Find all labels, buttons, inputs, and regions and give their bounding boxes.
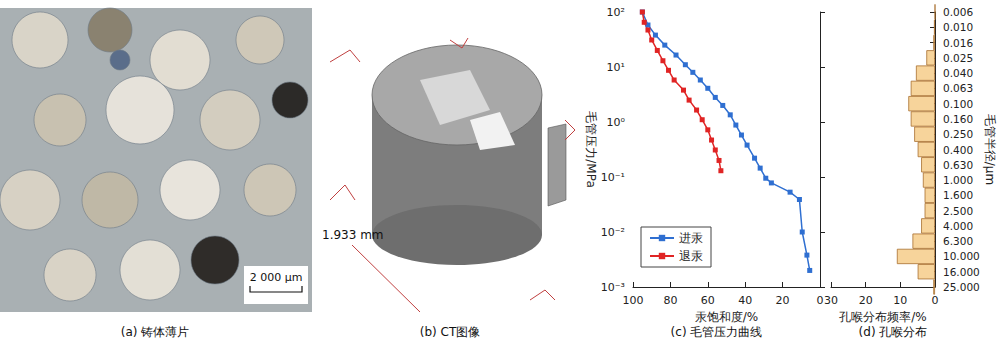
svg-text:毛管压力/MPa: 毛管压力/MPa xyxy=(584,111,598,187)
svg-text:(b) CT图像: (b) CT图像 xyxy=(420,325,481,339)
svg-text:100: 100 xyxy=(623,294,644,307)
svg-text:0.100: 0.100 xyxy=(943,98,973,110)
svg-text:0.400: 0.400 xyxy=(943,144,973,156)
svg-text:80: 80 xyxy=(663,294,677,307)
svg-text:10⁰: 10⁰ xyxy=(607,116,626,129)
svg-text:10²: 10² xyxy=(607,6,625,19)
svg-text:(a) 铸体薄片: (a) 铸体薄片 xyxy=(121,325,190,339)
svg-text:0: 0 xyxy=(817,294,824,307)
svg-text:0.160: 0.160 xyxy=(943,113,973,125)
svg-text:10⁻¹: 10⁻¹ xyxy=(601,171,625,184)
svg-text:10¹: 10¹ xyxy=(607,61,625,74)
svg-text:汞饱和度/%: 汞饱和度/% xyxy=(695,310,758,324)
svg-text:1.933 mm: 1.933 mm xyxy=(322,228,384,242)
svg-text:20: 20 xyxy=(776,294,790,307)
svg-text:毛管半径/μm: 毛管半径/μm xyxy=(983,114,997,185)
svg-text:20: 20 xyxy=(859,294,873,307)
svg-text:0.063: 0.063 xyxy=(943,82,973,94)
svg-text:(d) 孔喉分布: (d) 孔喉分布 xyxy=(859,325,928,339)
svg-text:0.010: 0.010 xyxy=(943,21,973,33)
svg-text:孔喉分布频率/%: 孔喉分布频率/% xyxy=(839,310,926,324)
svg-text:10⁻³: 10⁻³ xyxy=(601,281,625,294)
svg-text:10.000: 10.000 xyxy=(943,250,980,262)
svg-text:1.000: 1.000 xyxy=(943,174,973,186)
svg-text:10⁻²: 10⁻² xyxy=(601,226,625,239)
svg-text:0.040: 0.040 xyxy=(943,67,973,79)
svg-text:0.016: 0.016 xyxy=(943,37,973,49)
svg-text:2 000 μm: 2 000 μm xyxy=(250,271,303,284)
svg-text:4.000: 4.000 xyxy=(943,220,973,232)
svg-text:16.000: 16.000 xyxy=(943,266,980,278)
svg-text:0.630: 0.630 xyxy=(943,159,973,171)
svg-text:10: 10 xyxy=(893,294,907,307)
svg-text:25.000: 25.000 xyxy=(943,281,980,293)
svg-text:退汞: 退汞 xyxy=(679,249,703,263)
svg-text:30: 30 xyxy=(824,294,838,307)
svg-text:进汞: 进汞 xyxy=(679,231,703,245)
svg-text:6.300: 6.300 xyxy=(943,235,973,247)
svg-text:60: 60 xyxy=(701,294,715,307)
svg-text:0.006: 0.006 xyxy=(943,6,973,18)
svg-text:1.600: 1.600 xyxy=(943,189,973,201)
svg-text:(c) 毛管压力曲线: (c) 毛管压力曲线 xyxy=(671,325,763,339)
svg-text:2.500: 2.500 xyxy=(943,205,973,217)
svg-text:40: 40 xyxy=(738,294,752,307)
svg-text:0.250: 0.250 xyxy=(943,128,973,140)
svg-text:0.025: 0.025 xyxy=(943,52,973,64)
svg-text:0: 0 xyxy=(932,294,939,307)
